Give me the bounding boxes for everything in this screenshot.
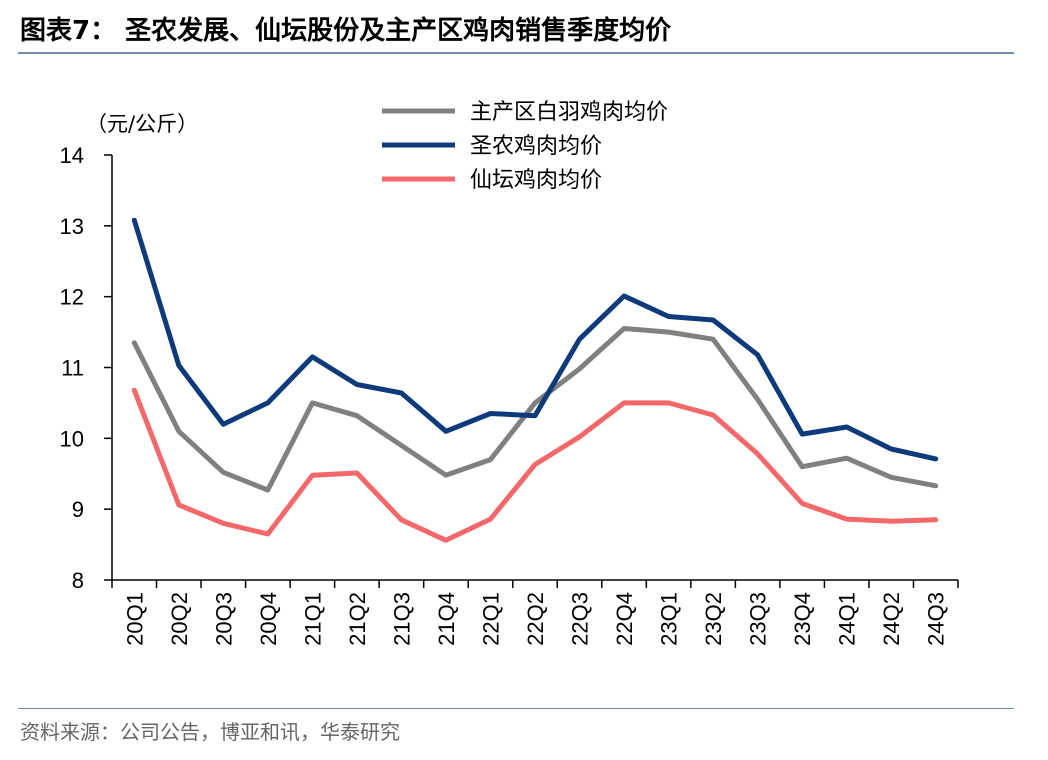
source-divider — [18, 708, 1014, 709]
title-divider — [18, 52, 1014, 54]
x-tick-label: 20Q3 — [211, 592, 236, 646]
y-tick-label: 13 — [60, 214, 84, 239]
x-tick-label: 23Q2 — [701, 592, 726, 646]
x-tick-label: 23Q4 — [790, 592, 815, 646]
x-tick-label: 22Q2 — [523, 592, 548, 646]
x-tick-label: 23Q3 — [746, 592, 771, 646]
x-tick-label: 22Q4 — [612, 592, 637, 646]
y-tick-label: 14 — [60, 143, 84, 168]
legend-label-1: 圣农鸡肉均价 — [470, 134, 602, 159]
series-line-1 — [131, 217, 939, 462]
source-note: 资料来源：公司公告，博亚和讯，华泰研究 — [20, 720, 400, 744]
x-tick-label: 21Q4 — [434, 592, 459, 646]
chart-series — [131, 217, 939, 543]
series-line-2 — [131, 387, 939, 543]
x-tick-label: 21Q2 — [345, 592, 370, 646]
y-tick-label: 11 — [61, 356, 84, 381]
y-axis-unit-label: （元/公斤） — [86, 112, 198, 136]
x-tick-label: 24Q3 — [924, 592, 949, 646]
y-tick-label: 8 — [72, 568, 84, 593]
series-line-0 — [131, 326, 939, 493]
x-tick-label: 22Q3 — [568, 592, 593, 646]
x-tick-label: 21Q3 — [389, 592, 414, 646]
chart-axes: 8 9 10 11 12 13 14 20Q1 20Q2 20Q3 20Q4 21Q1 21Q2 21Q3… — [60, 143, 959, 646]
x-tick-label: 24Q2 — [879, 592, 904, 646]
x-tick-label: 22Q1 — [478, 592, 503, 646]
legend-label-2: 仙坛鸡肉均价 — [470, 168, 602, 193]
figure-title: 图表7： 圣农发展、仙坛股份及主产区鸡肉销售季度均价 — [20, 16, 672, 46]
x-tick-label: 23Q1 — [657, 592, 682, 646]
y-tick-label: 12 — [60, 285, 84, 310]
x-tick-label: 24Q1 — [835, 592, 860, 646]
x-tick-label: 21Q1 — [300, 592, 325, 646]
y-tick-label: 9 — [72, 497, 84, 522]
legend-label-0: 主产区白羽鸡肉均价 — [470, 100, 668, 125]
x-tick-label: 20Q2 — [167, 592, 192, 646]
x-tick-label: 20Q1 — [122, 592, 147, 646]
x-tick-label: 20Q4 — [256, 592, 281, 646]
y-tick-label: 10 — [60, 426, 84, 451]
